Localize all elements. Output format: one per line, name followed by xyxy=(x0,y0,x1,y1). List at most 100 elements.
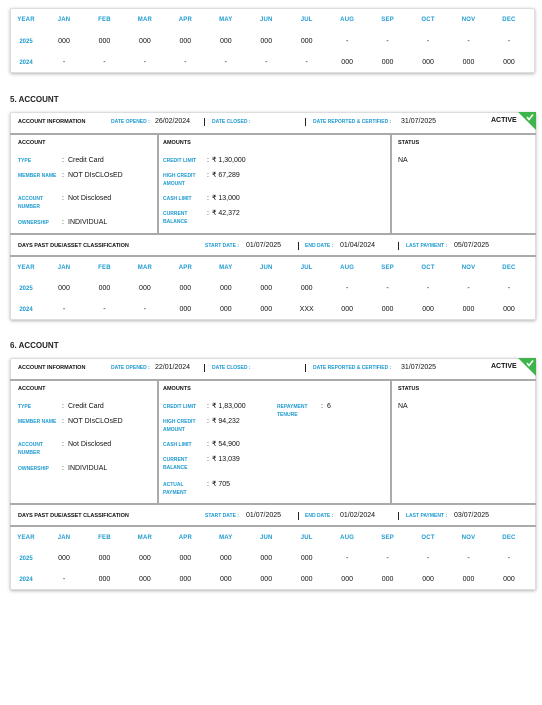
month-value: - xyxy=(143,59,147,66)
colon: : xyxy=(207,210,209,217)
month-value: - xyxy=(507,285,511,292)
year-label: 2025 xyxy=(19,556,33,562)
field-label: HIGH CREDIT AMOUNT xyxy=(163,419,196,433)
dpd-title: DAYS PAST DUE/ASSET CLASSIFICATION xyxy=(18,243,129,249)
month-value: - xyxy=(426,285,430,292)
colon: : xyxy=(207,195,209,202)
field-label: OWNERSHIP xyxy=(18,220,49,226)
status-value: NA xyxy=(398,403,408,410)
month-header: OCT xyxy=(421,535,435,541)
month-value: 000 xyxy=(219,38,232,45)
month-value: - xyxy=(426,555,430,562)
field-label: REPAYMENT TENURE xyxy=(277,404,308,418)
field-label: OWNERSHIP xyxy=(18,466,49,472)
month-value: 000 xyxy=(341,306,353,313)
month-header: JAN xyxy=(57,17,71,23)
field-label: CASH LIMIT xyxy=(163,442,192,448)
month-header: JUN xyxy=(259,17,273,23)
month-value: 000 xyxy=(179,555,192,562)
date-label: DATE REPORTED & CERTIFIED : xyxy=(313,365,392,371)
date-value: 01/07/2025 xyxy=(246,242,282,249)
month-header: JUN xyxy=(259,265,273,271)
month-value: - xyxy=(224,59,227,66)
date-value: 01/02/2024 xyxy=(340,512,376,519)
month-header: SEP xyxy=(381,17,394,23)
date-value: 22/01/2024 xyxy=(155,364,191,371)
month-header: MAY xyxy=(219,17,233,23)
month-value: - xyxy=(345,285,349,292)
field-value: Credit Card xyxy=(68,403,104,410)
dpd-row xyxy=(10,505,536,527)
status-value: NA xyxy=(398,157,408,164)
month-value: 000 xyxy=(503,59,515,66)
month-value: 000 xyxy=(179,285,192,292)
month-value: 000 xyxy=(300,576,313,583)
colon: : xyxy=(62,418,64,425)
field-label: TYPE xyxy=(18,404,32,410)
account-card xyxy=(10,112,536,320)
month-header: YEAR xyxy=(17,535,35,541)
month-header: NOV xyxy=(461,265,476,271)
divider xyxy=(298,512,299,520)
month-value: - xyxy=(386,285,389,292)
colon: : xyxy=(321,403,323,410)
month-value: 000 xyxy=(260,576,273,583)
column-divider xyxy=(157,133,159,235)
colon: : xyxy=(62,219,64,226)
year-label: 2025 xyxy=(19,286,33,292)
month-value: 000 xyxy=(139,285,151,292)
check-icon xyxy=(526,114,534,121)
field-label: ACTUAL PAYMENT xyxy=(163,482,187,496)
month-header: OCT xyxy=(421,265,435,271)
month-value: - xyxy=(62,576,66,583)
info-title: ACCOUNT INFORMATION xyxy=(18,365,86,371)
column-title: AMOUNTS xyxy=(163,386,191,392)
month-header: YEAR xyxy=(17,265,35,271)
section-heading: 6. ACCOUNT xyxy=(10,341,59,350)
month-value: 000 xyxy=(300,285,313,292)
month-value: 000 xyxy=(58,38,70,45)
date-label: DATE CLOSED : xyxy=(212,365,251,371)
month-header: FEB xyxy=(98,17,111,23)
field-value: INDIVIDUAL xyxy=(68,465,108,472)
field-label: ACCOUNT NUMBER xyxy=(18,196,43,210)
dpd-title: DAYS PAST DUE/ASSET CLASSIFICATION xyxy=(18,513,129,519)
year-label: 2025 xyxy=(19,39,33,45)
section-heading: 5. ACCOUNT xyxy=(10,95,59,104)
account-card xyxy=(10,358,536,590)
month-value: 000 xyxy=(219,306,232,313)
month-header: MAR xyxy=(137,265,153,271)
month-value: - xyxy=(265,59,268,66)
month-value: 000 xyxy=(139,555,151,562)
date-value: 31/07/2025 xyxy=(401,118,437,125)
month-value: 000 xyxy=(422,59,434,66)
month-header: SEP xyxy=(381,265,394,271)
date-label: LAST PAYMENT : xyxy=(406,243,448,249)
column-divider xyxy=(157,379,159,505)
month-value: 000 xyxy=(462,59,475,66)
month-value: 000 xyxy=(58,555,70,562)
month-header: MAY xyxy=(219,535,233,541)
divider xyxy=(305,364,306,372)
month-value: - xyxy=(103,59,106,66)
month-header: APR xyxy=(178,265,192,271)
month-header: OCT xyxy=(421,17,435,23)
month-header: DEC xyxy=(502,535,516,541)
month-header: AUG xyxy=(340,535,355,541)
details-box xyxy=(10,379,536,505)
divider xyxy=(305,118,306,126)
divider xyxy=(204,118,205,126)
divider xyxy=(298,242,299,250)
month-header: NOV xyxy=(461,535,476,541)
month-value: 000 xyxy=(260,306,273,313)
field-label: CASH LIMIT xyxy=(163,196,192,202)
field-value: INDIVIDUAL xyxy=(68,219,108,226)
check-icon xyxy=(526,360,534,367)
month-value: - xyxy=(507,555,511,562)
date-label: END DATE : xyxy=(305,513,334,519)
month-value: 000 xyxy=(503,576,515,583)
month-header: JUL xyxy=(300,535,313,541)
colon: : xyxy=(62,441,64,448)
colon: : xyxy=(207,418,209,425)
column-title: ACCOUNT xyxy=(18,140,46,146)
